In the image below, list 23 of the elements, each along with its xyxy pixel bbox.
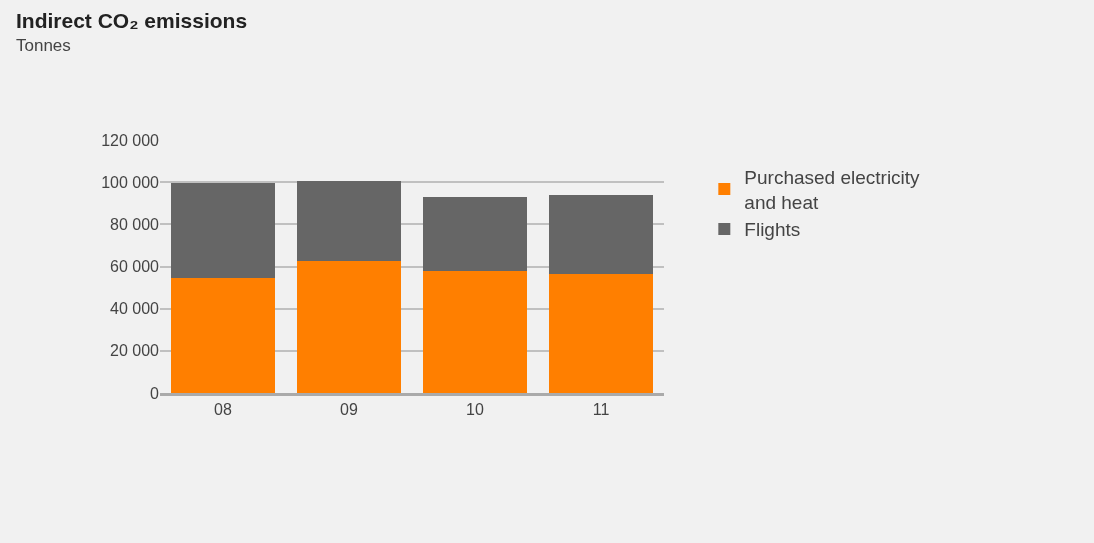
x-tick-label: 09 — [340, 401, 358, 419]
chart-title: Indirect CO₂ emissions — [16, 9, 248, 32]
y-tick-label: 20 000 — [110, 342, 160, 360]
x-tick-label: 11 — [592, 401, 610, 419]
x-tick-label: 08 — [214, 401, 232, 419]
legend-label: Flights — [744, 219, 801, 241]
bar — [423, 196, 527, 271]
y-tick-label: 100 000 — [101, 173, 160, 191]
y-tick-label: 80 000 — [110, 215, 160, 233]
y-tick-label: 60 000 — [110, 258, 160, 276]
y-tick-label: 120 000 — [101, 131, 160, 149]
y-tick-label: 0 — [150, 384, 160, 402]
bar — [423, 270, 527, 393]
bar — [549, 273, 653, 393]
chart-subtitle: Tonnes — [16, 36, 71, 55]
bar — [549, 194, 653, 274]
legend-label: Purchased electricity and heat — [744, 167, 921, 213]
y-tick-label: 40 000 — [110, 300, 160, 318]
x-tick-label: 10 — [466, 401, 484, 419]
bar — [171, 183, 275, 279]
bar — [171, 278, 275, 393]
bar — [297, 181, 401, 262]
bar — [297, 261, 401, 393]
